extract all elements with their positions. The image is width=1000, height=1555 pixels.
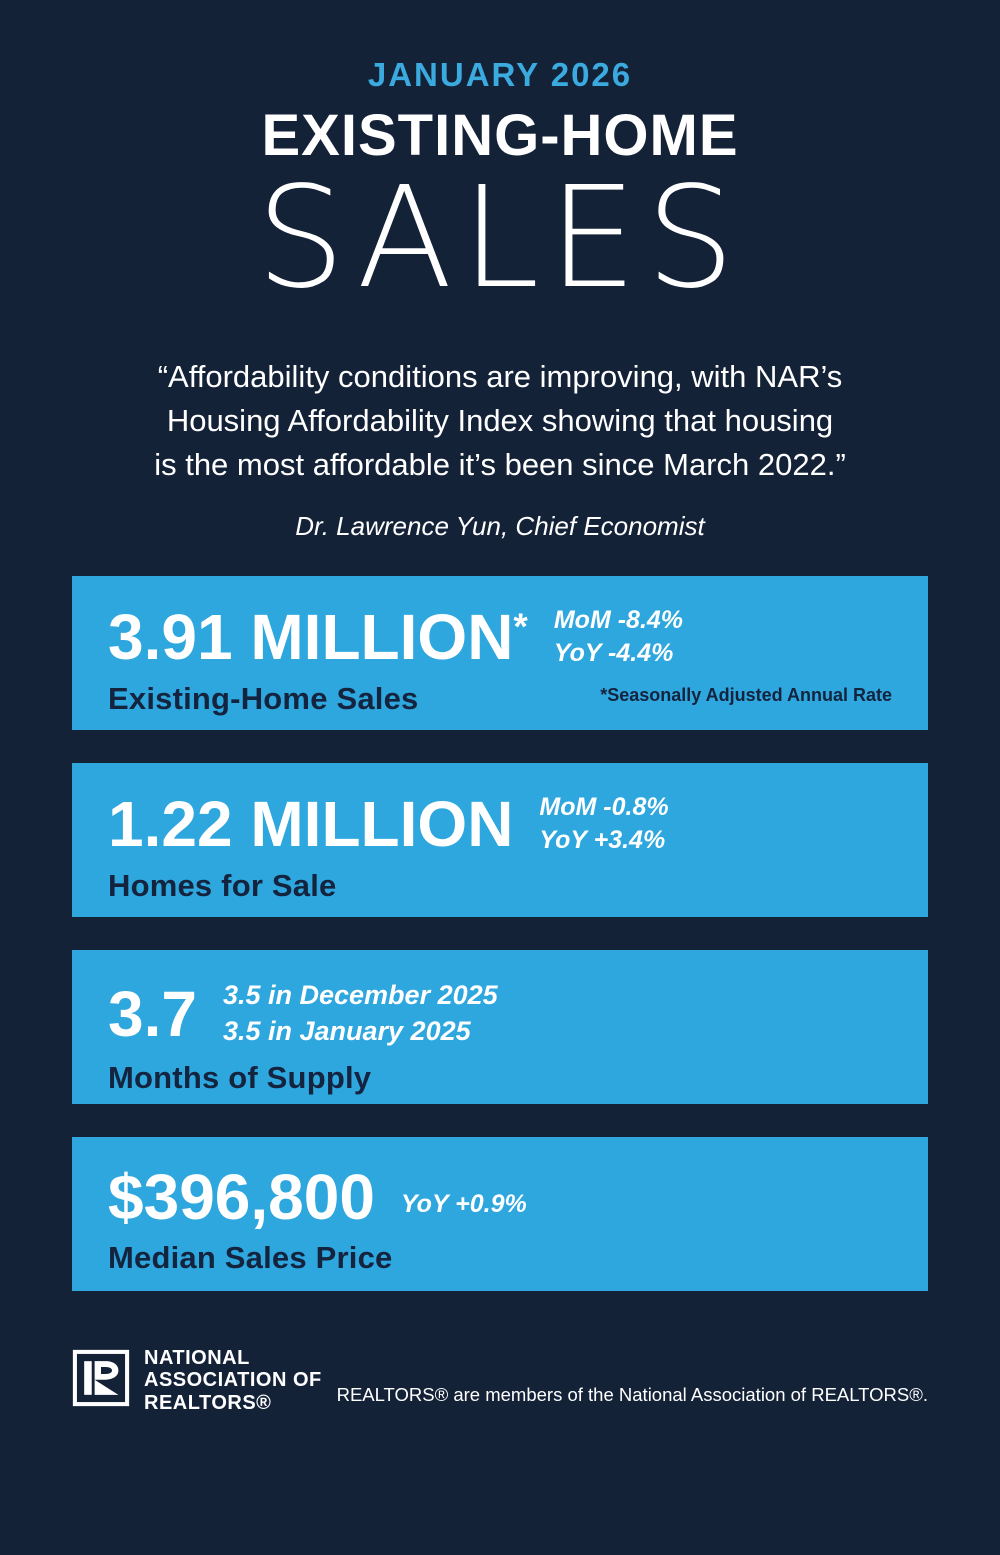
stat-yoy: YoY +3.4%	[539, 825, 666, 854]
stat-main-row: 3.7 3.5 in December 2025 3.5 in January …	[108, 978, 892, 1049]
stat-card-homes-for-sale: 1.22 MILLION MoM -0.8% YoY +3.4% Homes f…	[72, 762, 928, 917]
quote-line-2: Housing Affordability Index showing that…	[166, 402, 834, 438]
stat-label: Median Sales Price	[108, 1239, 393, 1275]
header: JANUARY 2026 EXISTING-HOME SALES	[0, 56, 1000, 309]
stat-yoy: YoY +0.9%	[400, 1189, 527, 1218]
stat-label: Homes for Sale	[108, 867, 337, 903]
stat-main-row: $396,800 YoY +0.9%	[108, 1165, 892, 1229]
nar-logo-line-3: REALTORS®	[144, 1391, 272, 1414]
stat-value: 1.22 MILLION	[108, 787, 514, 860]
stat-value: 3.91 MILLION*	[108, 605, 528, 669]
stat-prev-month: 3.5 in December 2025	[222, 979, 498, 1010]
realtors-disclaimer: REALTORS® are members of the National As…	[336, 1384, 928, 1406]
nar-logo-block: NATIONAL ASSOCIATION OF REALTORS®	[72, 1347, 322, 1414]
quote-line-1: “Affordability conditions are improving,…	[157, 358, 843, 394]
footer: NATIONAL ASSOCIATION OF REALTORS® REALTO…	[72, 1347, 928, 1414]
stat-deltas: MoM -8.4% YoY -4.4%	[554, 604, 683, 670]
nar-logo-icon	[72, 1349, 130, 1412]
economist-quote: “Affordability conditions are improving,…	[50, 355, 950, 487]
stat-main-row: 1.22 MILLION MoM -0.8% YoY +3.4%	[108, 791, 892, 857]
stat-deltas: MoM -0.8% YoY +3.4%	[539, 791, 668, 857]
stat-value: $396,800	[108, 1160, 375, 1233]
stat-asterisk: *	[513, 604, 528, 647]
title-sales: SALES	[256, 156, 744, 320]
stat-comparisons: 3.5 in December 2025 3.5 in January 2025	[223, 978, 498, 1049]
stat-card-existing-home-sales: 3.91 MILLION* MoM -8.4% YoY -4.4% Existi…	[72, 575, 928, 730]
stat-cards: 3.91 MILLION* MoM -8.4% YoY -4.4% Existi…	[0, 575, 1000, 1291]
nar-logo-line-1: NATIONAL	[144, 1346, 250, 1369]
stat-label: Existing-Home Sales	[108, 680, 419, 716]
report-date: JANUARY 2026	[367, 56, 633, 93]
stat-card-median-sales-price: $396,800 YoY +0.9% Median Sales Price	[72, 1136, 928, 1291]
stat-label: Months of Supply	[108, 1060, 372, 1096]
stat-mom: MoM -8.4%	[553, 605, 684, 634]
stat-value-text: 3.91 MILLION	[108, 600, 514, 673]
nar-logo-text: NATIONAL ASSOCIATION OF REALTORS®	[144, 1347, 322, 1414]
quote-attribution: Dr. Lawrence Yun, Chief Economist	[295, 510, 705, 541]
stat-card-months-of-supply: 3.7 3.5 in December 2025 3.5 in January …	[72, 949, 928, 1104]
stat-value: 3.7	[108, 977, 197, 1050]
title-existing-home: EXISTING-HOME	[261, 103, 739, 168]
stat-prev-year: 3.5 in January 2025	[222, 1015, 471, 1046]
quote-line-3: is the most affordable it’s been since M…	[154, 446, 846, 482]
stat-footnote: *Seasonally Adjusted Annual Rate	[600, 684, 892, 705]
stat-main-row: 3.91 MILLION* MoM -8.4% YoY -4.4%	[108, 604, 892, 670]
stat-mom: MoM -0.8%	[539, 792, 669, 821]
stat-yoy: YoY -4.4%	[553, 638, 674, 667]
stat-deltas: YoY +0.9%	[401, 1188, 527, 1221]
nar-logo-line-2: ASSOCIATION OF	[144, 1369, 322, 1392]
